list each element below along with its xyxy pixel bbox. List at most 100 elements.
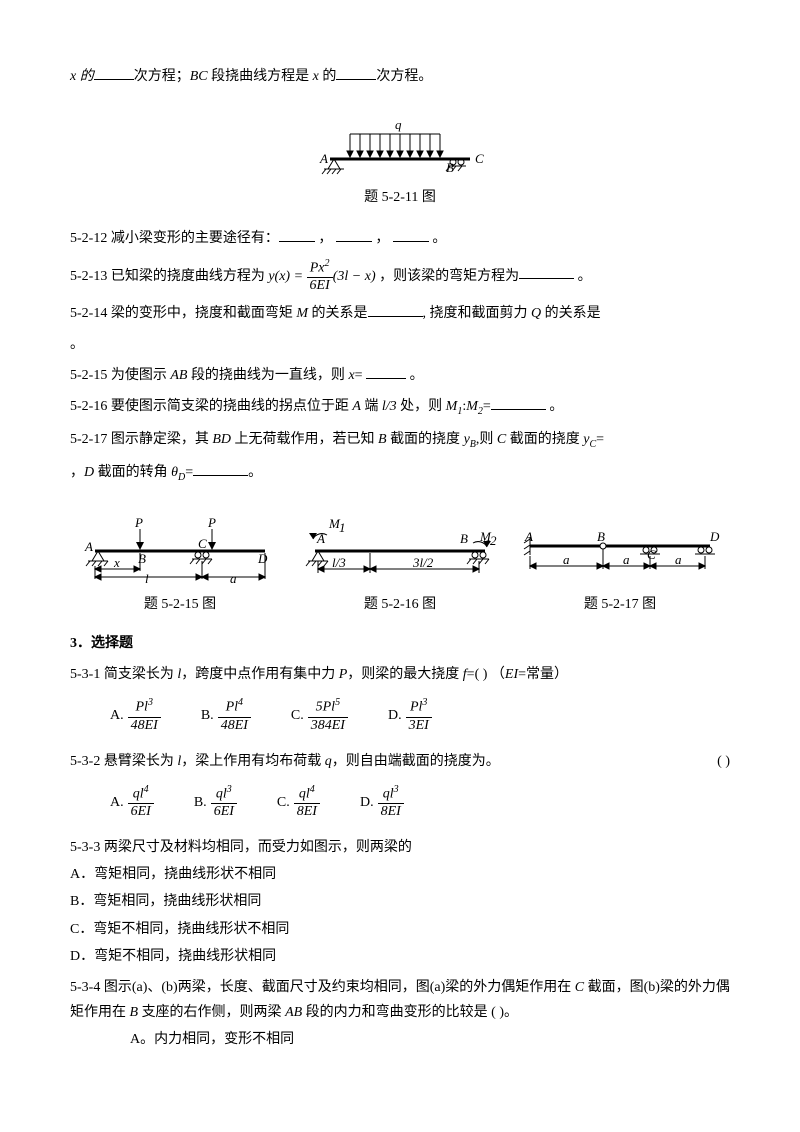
options-5-3-2: A.ql46EI B.ql36EI C.ql48EI D.ql38EI: [110, 784, 730, 821]
txt: 截面的转角: [94, 465, 171, 480]
txt: ，梁上作用有均布荷载: [181, 754, 325, 769]
den: 6EI: [307, 278, 333, 295]
txt: 。: [546, 399, 564, 414]
txt: ，则梁的最大挠度: [347, 667, 463, 682]
opt-D: D．弯矩不相同，挠曲线形状相同: [70, 944, 730, 969]
paren: ( ): [717, 749, 730, 774]
opt-B: B.ql36EI: [194, 784, 237, 821]
var: EI: [505, 667, 518, 682]
txt: 次方程。: [376, 69, 432, 84]
txt: 两梁尺寸及材料均相同，而受力如图示，则两梁的: [100, 840, 412, 855]
svg-text:D: D: [709, 529, 720, 544]
q-num: 5-2-16: [70, 399, 107, 414]
var: C: [575, 980, 584, 995]
opt-B: B．弯矩相同，挠曲线形状相同: [70, 889, 730, 914]
var: q: [325, 754, 332, 769]
svg-text:a: a: [675, 552, 682, 567]
svg-text:q: q: [395, 119, 402, 132]
q-5-2-17b: ，D 截面的转角 θD=。: [70, 460, 730, 487]
var: Q: [531, 306, 541, 321]
var: l/3: [382, 399, 397, 414]
txt: 次方程；: [134, 69, 190, 84]
q-num: 5-2-17: [70, 432, 107, 447]
txt: 图示静定梁，其: [107, 432, 212, 447]
svg-text:a: a: [230, 571, 237, 586]
fig-5-2-15: ABCD PP xla 题 5-2-15 图: [70, 511, 290, 617]
fig-5-2-16: AB M1 M2 l/33l/2 题 5-2-16 图: [290, 511, 510, 617]
sep: ，: [372, 231, 393, 246]
txt: 。: [248, 465, 262, 480]
q-5-2-12: 5-2-12 减小梁变形的主要途径有： ， ， 。: [70, 226, 730, 251]
txt: =( ) （: [467, 667, 505, 682]
txt: 。: [406, 368, 424, 383]
q-num: 5-3-1: [70, 667, 100, 682]
svg-text:a: a: [563, 552, 570, 567]
blank: [491, 395, 546, 410]
q-num: 5-2-15: [70, 368, 107, 383]
q-num: 5-2-12: [70, 231, 107, 246]
svg-text:A: A: [84, 539, 93, 554]
figure-5-2-11: A B C q 题 5-2-11 图: [70, 119, 730, 210]
txt: =: [185, 465, 193, 480]
txt: 已知梁的挠度曲线方程为: [107, 268, 268, 283]
txt: 的: [319, 69, 337, 84]
q-5-2-17: 5-2-17 图示静定梁，其 BD 上无荷载作用，若已知 B 截面的挠度 yB,…: [70, 427, 730, 454]
fig-5-2-17: ABCD aaa 题 5-2-17 图: [510, 511, 730, 617]
txt: ，则该梁的弯矩方程为: [376, 268, 520, 283]
lbl: D.: [360, 790, 374, 815]
var: θ: [171, 465, 178, 480]
q-5-2-14b: 。: [70, 332, 730, 357]
x-var: x 的: [70, 69, 94, 84]
var: M: [446, 399, 458, 414]
svg-text:C: C: [475, 151, 484, 166]
beam-svg: AB M1 M2 l/33l/2: [295, 511, 505, 586]
opt-A: A．弯矩相同，挠曲线形状不相同: [70, 862, 730, 887]
txt: 截面的挠度: [506, 432, 583, 447]
lbl: A.: [110, 703, 124, 728]
q-num: 5-3-4: [70, 980, 100, 995]
svg-text:B: B: [460, 531, 468, 546]
q-5-2-16: 5-2-16 要使图示简支梁的挠曲线的拐点位于距 A 端 l/3 处，则 M1:…: [70, 394, 730, 421]
lbl: A.: [110, 790, 124, 815]
svg-text:A: A: [319, 151, 328, 166]
svg-text:P: P: [207, 515, 216, 530]
options-5-3-1: A.Pl348EI B.Pl448EI C.5Pl5384EI D.Pl33EI: [110, 697, 730, 734]
svg-text:l/3: l/3: [332, 555, 346, 570]
q-5-3-4: 5-3-4 图示(a)、(b)两梁，长度、截面尺寸及约束均相同，图(a)梁的外力…: [70, 975, 730, 1025]
section-3: 3．选择题: [70, 631, 730, 656]
beam-svg: ABCD aaa: [515, 511, 725, 586]
opt-D: D.Pl33EI: [388, 697, 432, 734]
txt: ,则: [476, 432, 497, 447]
txt: 截面的挠度: [387, 432, 464, 447]
q-5-3-3: 5-3-3 两梁尺寸及材料均相同，而受力如图示，则两梁的: [70, 835, 730, 860]
opt-C: C.ql48EI: [277, 784, 320, 821]
blank: [336, 227, 372, 242]
svg-text:2: 2: [490, 533, 497, 548]
var: AB: [170, 368, 187, 383]
var: B: [130, 1005, 139, 1020]
lbl: B.: [201, 703, 214, 728]
txt: =: [483, 399, 491, 414]
svg-text:3l/2: 3l/2: [412, 555, 434, 570]
txt: 梁的变形中，挠度和截面弯矩: [107, 306, 296, 321]
opt-B: B.Pl448EI: [201, 697, 251, 734]
q-5-2-13: 5-2-13 已知梁的挠度曲线方程为 y(x) = Px26EI(3l − x)…: [70, 258, 730, 295]
txt: 。: [429, 231, 447, 246]
bc: BC: [190, 69, 208, 84]
txt: 段挠曲线方程是: [208, 69, 313, 84]
opt-A: A。内力相同，变形不相同: [130, 1027, 730, 1052]
lbl: B.: [194, 790, 207, 815]
fig-caption: 题 5-2-17 图: [510, 592, 730, 617]
var: M: [466, 399, 478, 414]
opt-A: A.ql46EI: [110, 784, 154, 821]
blank: [193, 461, 248, 476]
q-5-3-2: 5-3-2 悬臂梁长为 l，梁上作用有均布荷载 q，则自由端截面的挠度为。( ): [70, 749, 730, 774]
svg-text:B: B: [138, 551, 146, 566]
q-5-2-15: 5-2-15 为使图示 AB 段的挠曲线为一直线，则 x= 。: [70, 363, 730, 388]
lbl: C.: [291, 703, 304, 728]
var: M: [296, 306, 308, 321]
txt: 图示(a)、(b)两梁，长度、截面尺寸及约束均相同，图(a)梁的外力偶矩作用在: [100, 980, 574, 995]
txt: 。: [574, 268, 592, 283]
svg-text:1: 1: [339, 520, 346, 535]
txt: 段的挠曲线为一直线，则: [187, 368, 348, 383]
